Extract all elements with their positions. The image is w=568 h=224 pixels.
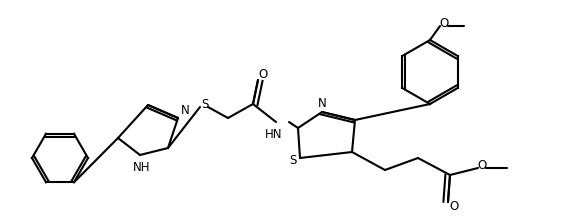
- Text: S: S: [201, 97, 208, 110]
- Text: NH: NH: [133, 161, 151, 174]
- Text: S: S: [289, 153, 296, 166]
- Text: O: O: [440, 17, 449, 30]
- Text: N: N: [181, 103, 189, 116]
- Text: N: N: [318, 97, 327, 110]
- Text: HN: HN: [265, 127, 283, 140]
- Text: O: O: [449, 200, 458, 213]
- Text: O: O: [258, 67, 268, 80]
- Text: O: O: [477, 159, 487, 172]
